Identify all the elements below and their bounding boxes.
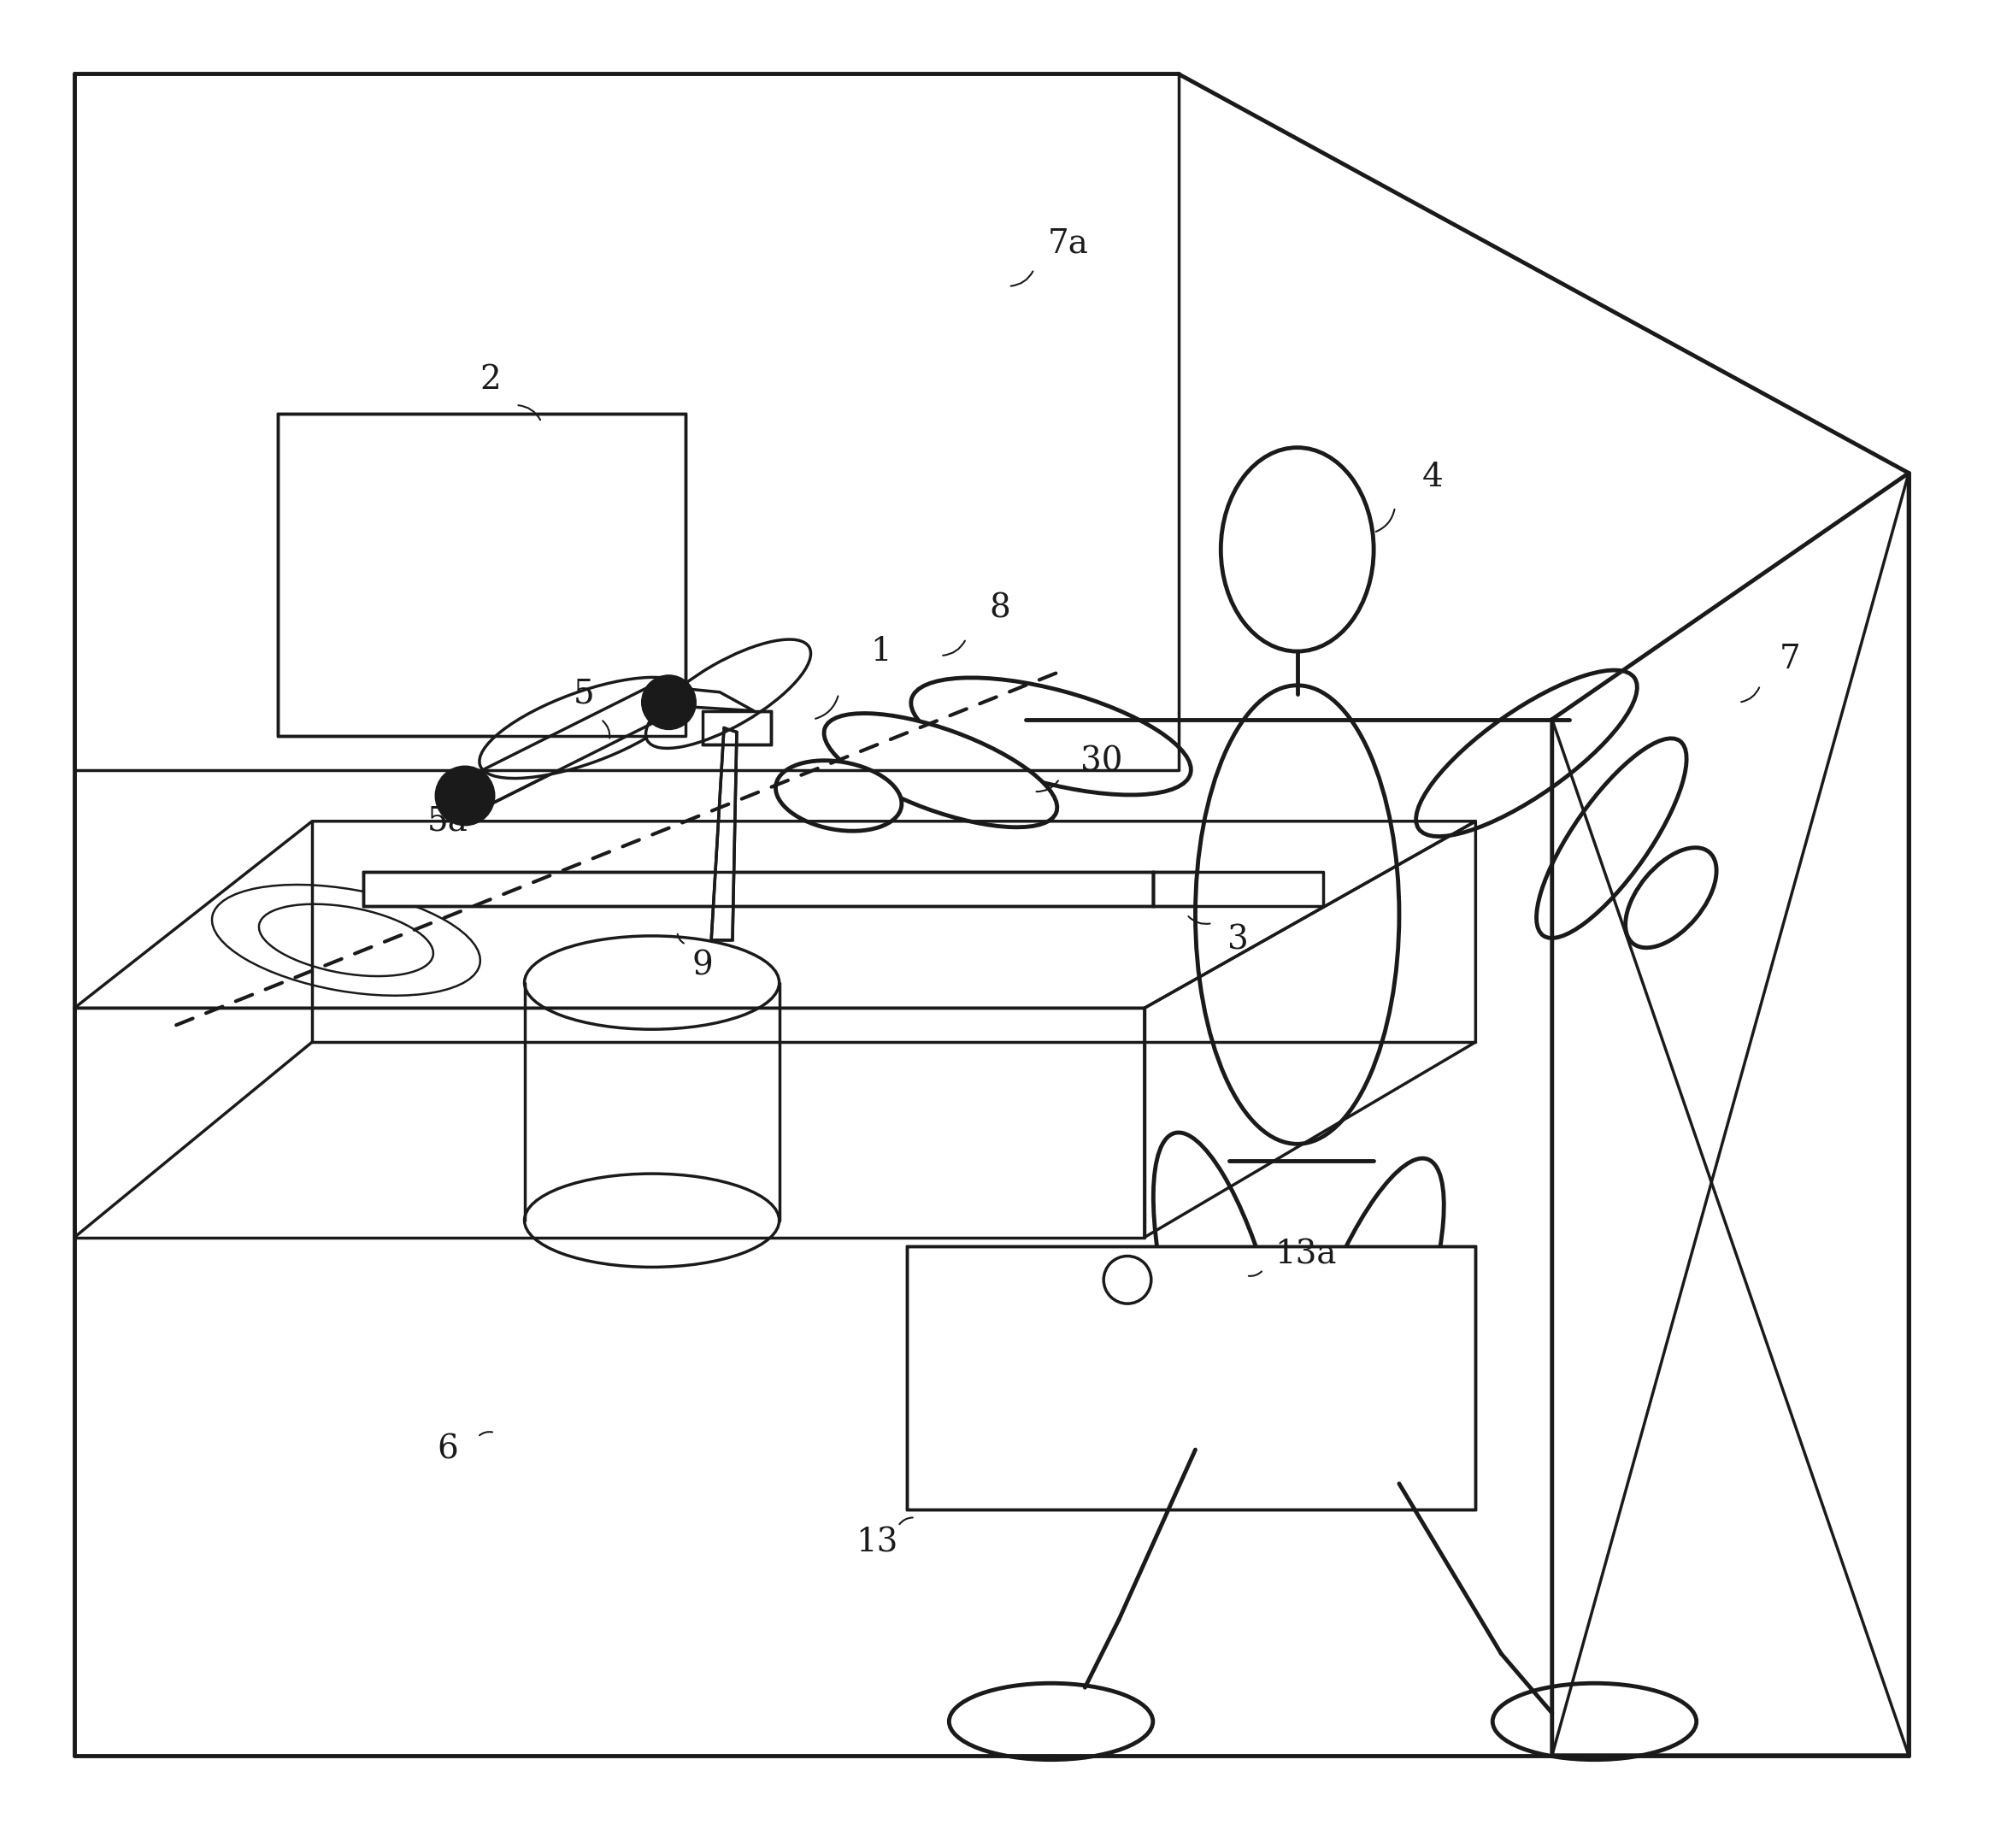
Text: 30: 30 [1080,747,1124,778]
Circle shape [642,675,696,730]
Ellipse shape [1536,739,1687,939]
Ellipse shape [911,678,1191,795]
Ellipse shape [525,1173,780,1268]
Text: 5a: 5a [428,806,469,837]
Text: 13: 13 [855,1526,897,1560]
Text: 5: 5 [573,678,595,710]
Polygon shape [364,872,1154,906]
Ellipse shape [479,678,688,778]
Circle shape [436,767,495,826]
Polygon shape [448,686,686,808]
Ellipse shape [646,639,812,748]
Ellipse shape [1625,848,1717,948]
Text: 8: 8 [989,593,1010,625]
Polygon shape [1154,872,1323,906]
Text: 13a: 13a [1275,1238,1337,1270]
Ellipse shape [1195,686,1398,1144]
Ellipse shape [1104,1257,1152,1303]
Polygon shape [702,711,770,745]
Polygon shape [712,728,736,941]
Ellipse shape [823,713,1056,828]
Text: 4: 4 [1422,462,1444,493]
Polygon shape [907,1246,1476,1510]
Ellipse shape [1221,447,1374,650]
Text: 6: 6 [438,1434,459,1465]
Polygon shape [652,686,754,711]
Polygon shape [278,414,686,736]
Ellipse shape [1492,1684,1697,1759]
Text: 9: 9 [692,950,714,981]
Ellipse shape [1287,1159,1444,1502]
Text: 7a: 7a [1048,227,1088,259]
Ellipse shape [1154,1133,1289,1478]
Text: 1: 1 [871,636,891,667]
Ellipse shape [1416,671,1637,837]
Text: 2: 2 [479,364,501,395]
Text: 3: 3 [1227,924,1249,955]
Text: 7: 7 [1780,645,1800,676]
Ellipse shape [949,1684,1154,1759]
Ellipse shape [776,761,901,832]
